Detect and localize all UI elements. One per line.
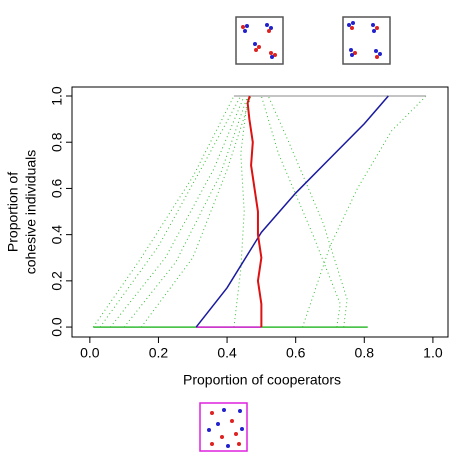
- trajectory: [99, 95, 242, 328]
- trajectory: [140, 95, 252, 328]
- y-tick-label: 0.8: [49, 132, 65, 152]
- trajectory: [233, 95, 249, 328]
- inset-top-left: [235, 16, 284, 65]
- x-tick-label: 0.2: [149, 345, 169, 361]
- trajectory: [260, 95, 341, 328]
- x-tick-label: 0.0: [80, 345, 100, 361]
- inset-bottom: [199, 402, 248, 452]
- y-axis-label: cohesive individuals: [23, 150, 39, 275]
- trajectory: [246, 95, 263, 328]
- trajectory: [110, 95, 245, 328]
- y-tick-label: 0.4: [49, 225, 65, 245]
- trajectory: [92, 95, 235, 328]
- inset-top-right: [342, 16, 391, 65]
- trajectory: [302, 95, 427, 328]
- plot-frame: [71, 86, 449, 338]
- y-axis-label: Proportion of: [5, 172, 21, 252]
- y-tick-label: 0.0: [49, 317, 65, 337]
- trajectory: [195, 95, 389, 328]
- trajectory: [123, 95, 249, 328]
- x-tick-label: 1.0: [423, 345, 443, 361]
- x-tick-label: 0.6: [286, 345, 306, 361]
- x-axis-label: Proportion of cooperators: [183, 372, 341, 388]
- y-tick-label: 1.0: [49, 86, 65, 106]
- x-tick-label: 0.8: [355, 345, 375, 361]
- y-tick-label: 0.2: [49, 271, 65, 291]
- x-tick-label: 0.4: [217, 345, 237, 361]
- y-tick-label: 0.6: [49, 178, 65, 198]
- trajectory: [267, 95, 348, 328]
